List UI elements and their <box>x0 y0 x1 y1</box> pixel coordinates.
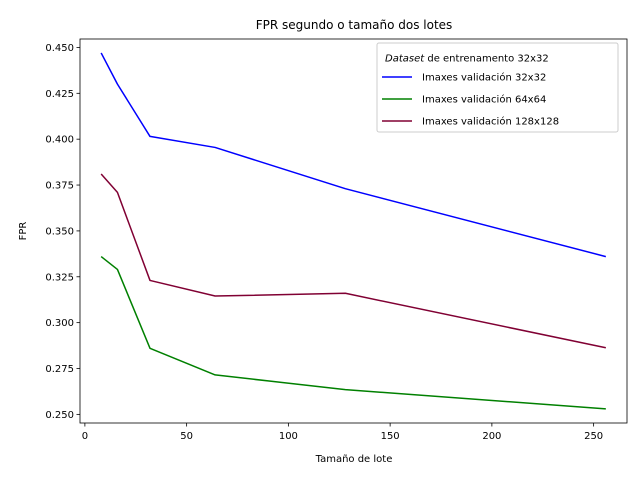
y-tick-label: 0.350 <box>45 226 74 237</box>
series-layer <box>100 52 607 410</box>
x-axis-label: Tamaño de lote <box>315 454 393 465</box>
y-axis: 0.250 0.275 0.300 0.325 0.350 0.375 0.400 0.425… <box>45 43 80 421</box>
y-tick-label: 0.250 <box>45 410 74 421</box>
legend-title-italic: Dataset <box>385 54 425 65</box>
x-tick-label: 150 <box>381 431 400 442</box>
series-line-2 <box>100 256 606 410</box>
y-tick-label: 0.375 <box>45 181 74 192</box>
x-tick-label: 200 <box>482 431 501 442</box>
y-tick-label: 0.275 <box>45 364 74 375</box>
y-tick-label: 0.450 <box>45 43 74 54</box>
x-tick-label: 100 <box>279 431 298 442</box>
series-line-1 <box>100 52 607 258</box>
legend-entries: Imaxes validación 32x32 Imaxes validación… <box>382 72 559 128</box>
y-axis-label: FPR <box>18 222 29 241</box>
legend-label-1: Imaxes validación 32x32 <box>422 72 546 84</box>
legend-box <box>376 42 619 133</box>
legend-label-3: Imaxes validación 128x128 <box>422 116 559 128</box>
legend-title-rest: de entrenamento 32x32 <box>424 54 549 65</box>
y-tick-label: 0.325 <box>45 272 74 283</box>
chart-title: FPR segundo o tamaño dos lotes <box>256 18 453 32</box>
x-axis: 0 50 100 150 200 250 <box>82 423 603 442</box>
y-tick-label: 0.425 <box>45 89 74 100</box>
x-tick-label: 50 <box>180 431 193 442</box>
x-tick-label: 0 <box>82 431 88 442</box>
legend-title: Dataset de entrenamento 32x32 <box>385 54 549 65</box>
y-tick-label: 0.300 <box>45 318 74 329</box>
legend: Dataset de entrenamento 32x32 Imaxes val… <box>376 42 619 133</box>
legend-label-2: Imaxes validación 64x64 <box>422 94 546 106</box>
x-tick-label: 250 <box>584 431 603 442</box>
series-line-3 <box>100 173 606 349</box>
y-tick-label: 0.400 <box>45 135 74 146</box>
